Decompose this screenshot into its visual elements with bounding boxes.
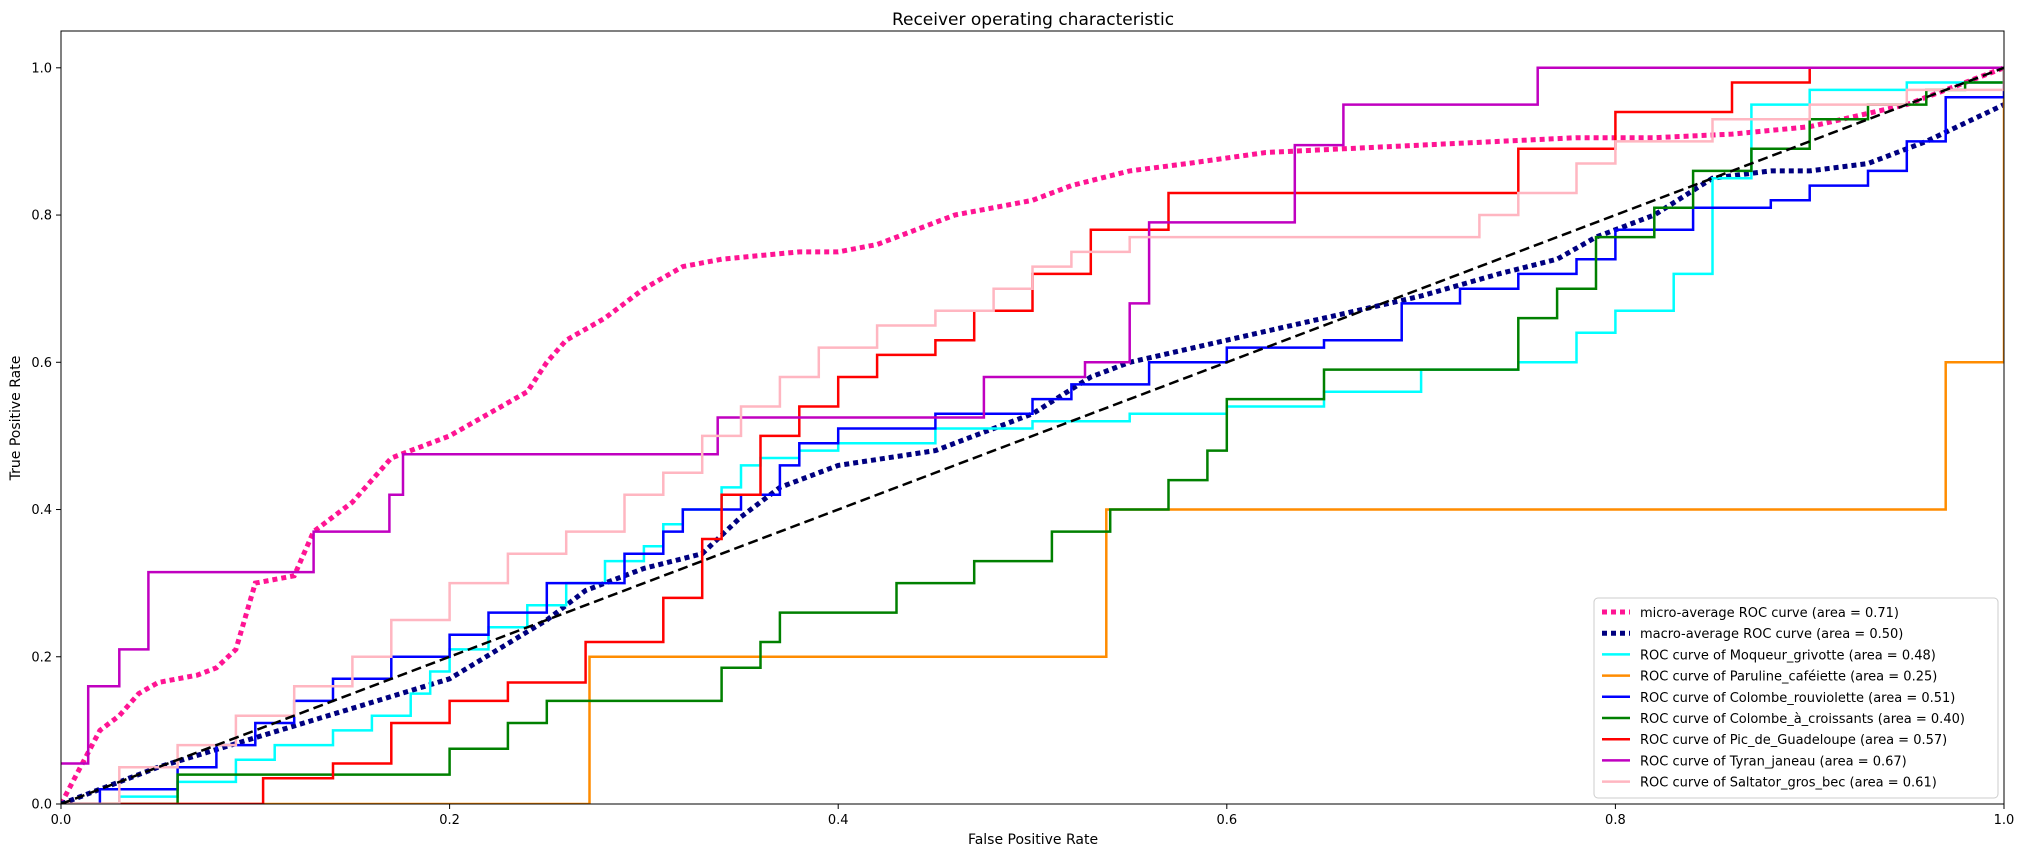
- y-tick-label: 1.0: [31, 61, 52, 76]
- legend-label: ROC curve of Colombe_rouviolette (area =…: [1640, 691, 1955, 706]
- series-line-0: [61, 65, 2004, 804]
- series-line-6: [61, 66, 2004, 804]
- y-tick-label: 0.2: [31, 650, 52, 665]
- legend-label: ROC curve of Saltator_gros_bec (area = 0…: [1640, 776, 1937, 791]
- x-axis: 0.0 0.2 0.4 0.6 0.8 1.0: [51, 804, 2015, 828]
- x-axis-label: False Positive Rate: [968, 832, 1098, 848]
- series-line-3: [61, 67, 2004, 804]
- legend-label: ROC curve of Pic_de_Guadeloupe (area = 0…: [1640, 733, 1947, 748]
- x-tick-label: 0.0: [51, 813, 72, 828]
- series-line-2: [61, 67, 2004, 804]
- y-tick-label: 0.0: [31, 798, 52, 813]
- legend-label: ROC curve of Tyran_janeau (area = 0.67): [1640, 754, 1907, 769]
- y-tick-label: 0.6: [31, 356, 52, 371]
- x-tick-label: 0.4: [828, 813, 849, 828]
- plot-curves: [61, 65, 2004, 804]
- x-tick-label: 1.0: [1994, 813, 2015, 828]
- plot-frame: [60, 30, 2005, 805]
- y-axis-label: True Positive Rate: [8, 356, 24, 482]
- y-tick-label: 0.8: [31, 209, 52, 224]
- series-line-8: [61, 67, 2004, 804]
- legend-label: micro-average ROC curve (area = 0.71): [1640, 606, 1899, 621]
- legend-label: macro-average ROC curve (area = 0.50): [1640, 627, 1903, 642]
- legend-label: ROC curve of Paruline_caféiette (area = …: [1640, 670, 1937, 685]
- legend-frame: [1593, 597, 1999, 799]
- x-tick-label: 0.2: [439, 813, 460, 828]
- series-line-7: [61, 66, 2004, 765]
- chart-title: Receiver operating characteristic: [892, 10, 1174, 30]
- x-tick-label: 0.8: [1605, 813, 1626, 828]
- legend-label: ROC curve of Moqueur_grivotte (area = 0.…: [1640, 648, 1936, 663]
- series-line-5: [61, 67, 2004, 804]
- y-tick-label: 0.4: [31, 503, 52, 518]
- x-tick-label: 0.6: [1216, 813, 1237, 828]
- y-axis: 0.0 0.2 0.4 0.6 0.8 1.0: [31, 61, 61, 813]
- legend-label: ROC curve of Colombe_à_croissants (area …: [1640, 712, 1965, 727]
- legend: micro-average ROC curve (area = 0.71) mac…: [1593, 597, 1999, 799]
- chance-diagonal-line: [61, 66, 2004, 804]
